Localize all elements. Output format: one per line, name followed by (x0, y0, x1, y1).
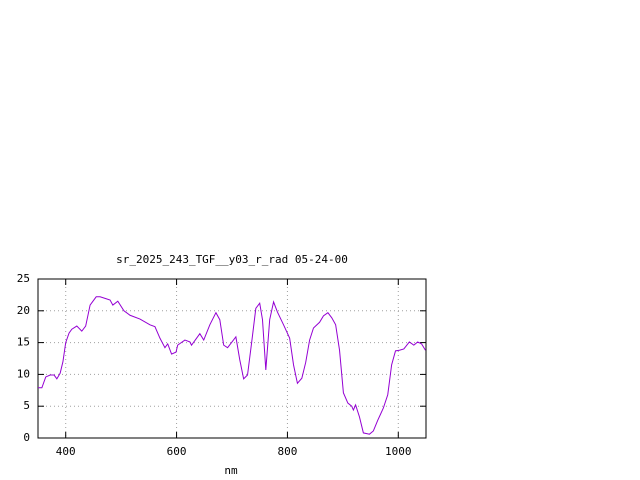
y-tick-label: 15 (17, 336, 30, 349)
chart-title: sr_2025_243_TGF__y03_r_rad 05-24-00 (116, 253, 348, 266)
x-tick-label: 600 (167, 445, 187, 458)
x-tick-label: 400 (56, 445, 76, 458)
y-tick-label: 20 (17, 304, 30, 317)
x-tick-label: 1000 (385, 445, 412, 458)
x-axis-label: nm (224, 464, 238, 477)
y-tick-label: 0 (23, 431, 30, 444)
x-tick-label: 800 (277, 445, 297, 458)
y-tick-label: 5 (23, 399, 30, 412)
y-tick-label: 25 (17, 272, 30, 285)
y-tick-label: 10 (17, 367, 30, 380)
plot-border (37, 278, 427, 439)
series-line (38, 296, 426, 435)
